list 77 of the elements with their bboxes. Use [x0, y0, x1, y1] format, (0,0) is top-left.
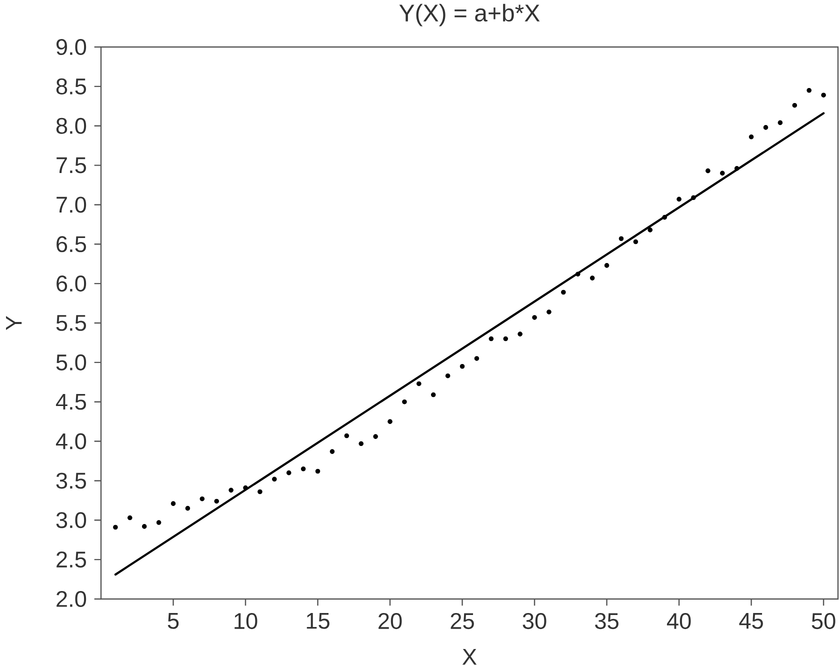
y-tick-label: 4.0: [56, 433, 86, 450]
y-tick-label: 4.5: [56, 394, 86, 410]
point: [388, 419, 392, 424]
point: [373, 434, 378, 439]
point: [228, 488, 234, 493]
point: [706, 168, 710, 174]
point: [200, 496, 205, 502]
x-tick-label: 40: [666, 613, 691, 630]
y-tick-label: 3.0: [56, 512, 86, 528]
point: [604, 263, 610, 268]
point: [344, 433, 350, 438]
point: [618, 236, 624, 242]
point: [546, 310, 552, 314]
point: [691, 195, 696, 200]
point: [330, 449, 335, 454]
point: [416, 381, 422, 386]
y-tick-label: 8.5: [56, 78, 86, 94]
point: [128, 515, 132, 520]
point: [445, 373, 450, 378]
point: [156, 520, 162, 525]
y-axis-title: Y: [6, 316, 22, 330]
y-tick-label: 2.0: [56, 590, 86, 608]
point: [633, 239, 638, 244]
x-tick-label: 25: [450, 613, 474, 630]
point: [142, 524, 147, 529]
point: [734, 166, 740, 171]
x-tick-label: 5: [168, 613, 179, 629]
point: [561, 290, 566, 295]
point: [575, 272, 580, 277]
x-tick-label: 15: [306, 613, 330, 629]
chart-title: Y(X) = a+b*X: [399, 4, 540, 26]
point: [763, 125, 768, 130]
point: [185, 506, 190, 511]
point: [358, 441, 364, 446]
point: [402, 399, 407, 404]
y-tick-label: 6.0: [56, 276, 86, 292]
y-tick-label: 5.5: [56, 315, 86, 331]
x-tick-label: 50: [812, 613, 836, 630]
y-tick-label: 6.5: [56, 236, 86, 252]
point: [258, 489, 262, 494]
y-tick-label: 9.0: [56, 38, 86, 56]
point: [518, 332, 522, 336]
point: [460, 364, 465, 369]
point: [488, 336, 494, 342]
point: [662, 214, 667, 220]
y-tick-label: 5.0: [56, 354, 86, 370]
point: [821, 92, 826, 98]
y-tick-label: 2.5: [56, 552, 86, 568]
y-tick-label: 3.5: [56, 472, 86, 489]
point: [474, 356, 480, 361]
point: [532, 315, 537, 320]
point: [792, 102, 798, 108]
x-tick-label: 45: [739, 613, 763, 629]
point: [676, 196, 682, 202]
x-tick-label: 20: [378, 613, 402, 630]
point: [286, 470, 292, 476]
point: [170, 501, 176, 506]
y-tick-label: 8.0: [56, 118, 86, 134]
point: [214, 498, 220, 504]
y-tick-label: 7.0: [56, 196, 86, 213]
point: [113, 524, 118, 530]
y-tick-label: 7.5: [56, 157, 86, 174]
point: [778, 120, 783, 126]
x-tick-label: 10: [234, 613, 258, 630]
x-tick-label: 30: [522, 613, 546, 630]
point: [503, 336, 508, 342]
point: [590, 276, 595, 280]
point: [806, 88, 812, 93]
x-axis-title: X: [462, 649, 477, 665]
point: [648, 228, 653, 232]
point: [272, 476, 277, 482]
point: [720, 170, 725, 176]
point: [300, 466, 306, 472]
point: [430, 392, 436, 398]
point: [748, 134, 754, 140]
point: [315, 468, 320, 474]
x-tick-label: 35: [595, 613, 618, 630]
